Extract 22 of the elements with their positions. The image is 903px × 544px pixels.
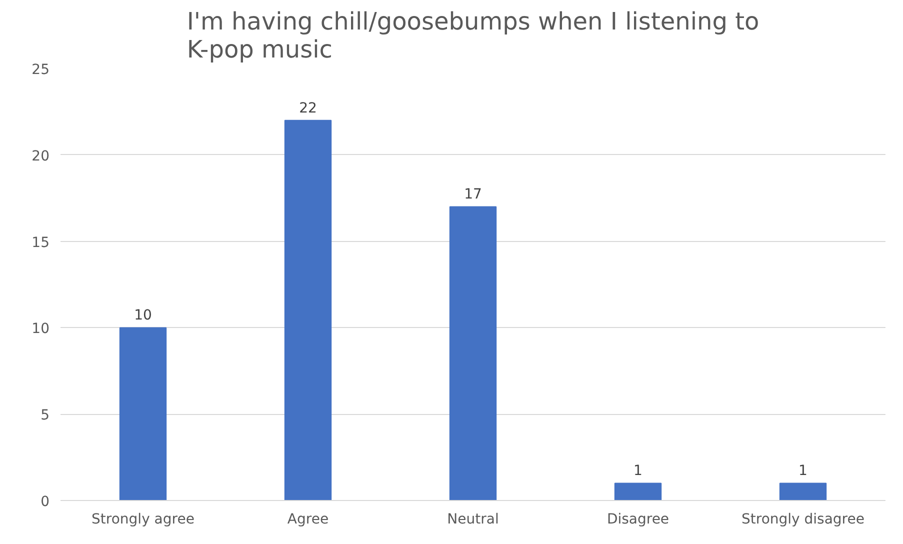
y-tick-label: 15 bbox=[32, 234, 50, 251]
x-tick-label: Strongly disagree bbox=[742, 512, 865, 528]
y-tick-label: 0 bbox=[40, 494, 50, 510]
data-label: 22 bbox=[299, 100, 317, 116]
x-tick-label: Agree bbox=[287, 512, 329, 528]
bar bbox=[779, 482, 827, 500]
bar bbox=[614, 482, 662, 500]
x-tick-label: Disagree bbox=[606, 512, 670, 528]
data-label: 17 bbox=[464, 186, 482, 203]
bar bbox=[284, 120, 332, 500]
data-label: 10 bbox=[134, 308, 152, 324]
chart-title: I'm having chill/goosebumps when I listening to K-pop music bbox=[186, 8, 760, 64]
data-label: 1 bbox=[634, 463, 642, 480]
x-tick-label: Neutral bbox=[447, 512, 499, 528]
y-tick-label: 5 bbox=[40, 408, 50, 424]
y-tick-label: 25 bbox=[32, 62, 50, 78]
y-tick-label: 20 bbox=[32, 148, 50, 164]
bar bbox=[449, 206, 497, 500]
data-label: 1 bbox=[798, 463, 808, 480]
bar bbox=[119, 327, 167, 500]
x-tick-label: Strongly agree bbox=[92, 512, 194, 528]
y-tick-label: 10 bbox=[32, 321, 50, 338]
